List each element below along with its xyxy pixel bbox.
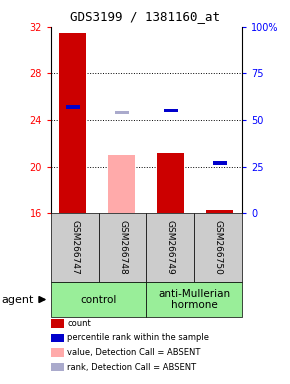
Bar — [206, 210, 233, 213]
Text: control: control — [80, 295, 117, 305]
Text: percentile rank within the sample: percentile rank within the sample — [67, 333, 209, 343]
Bar — [213, 161, 227, 164]
Text: rank, Detection Call = ABSENT: rank, Detection Call = ABSENT — [67, 362, 196, 372]
Bar — [164, 109, 178, 113]
Text: anti-Mullerian
hormone: anti-Mullerian hormone — [158, 289, 230, 310]
Text: GSM266749: GSM266749 — [166, 220, 175, 275]
Bar — [59, 33, 86, 213]
Text: GSM266748: GSM266748 — [118, 220, 127, 275]
Bar — [157, 152, 184, 213]
Text: agent: agent — [1, 295, 34, 305]
Text: GSM266750: GSM266750 — [214, 220, 223, 275]
Bar — [66, 105, 80, 109]
Text: value, Detection Call = ABSENT: value, Detection Call = ABSENT — [67, 348, 201, 357]
Bar — [108, 155, 135, 213]
Text: GDS3199 / 1381160_at: GDS3199 / 1381160_at — [70, 10, 220, 23]
Bar — [115, 111, 129, 114]
Text: count: count — [67, 319, 91, 328]
Text: GSM266747: GSM266747 — [70, 220, 79, 275]
